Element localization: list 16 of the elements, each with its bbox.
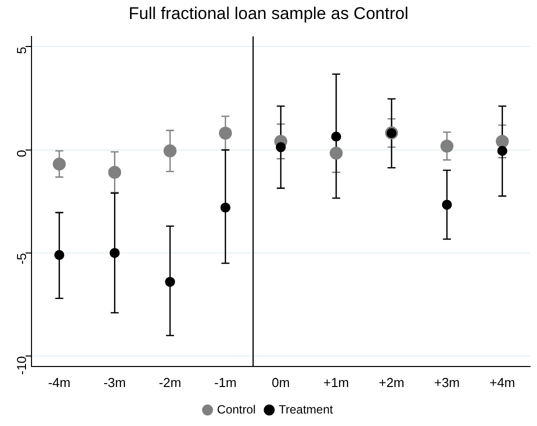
- legend-label: Treatment: [278, 402, 334, 416]
- y-tick-label: -5: [14, 252, 30, 265]
- y-tick-label: -10: [14, 356, 30, 375]
- y-tick-label: 0: [14, 150, 30, 158]
- legend-label: Control: [217, 402, 256, 416]
- x-tick-label: -4m: [48, 374, 70, 390]
- x-tick-label: +4m: [489, 374, 516, 390]
- y-tick-label: 5: [14, 46, 30, 54]
- x-tick-label: +2m: [378, 374, 404, 390]
- x-tick-label: +3m: [434, 374, 460, 390]
- x-tick-label: -2m: [158, 374, 182, 390]
- x-tick-label: 0m: [272, 374, 290, 390]
- x-tick-label: -1m: [214, 374, 237, 390]
- x-tick-label: -3m: [103, 374, 126, 390]
- x-tick-label: +1m: [323, 374, 350, 390]
- chart-title: Full fractional loan sample as Control: [128, 4, 408, 23]
